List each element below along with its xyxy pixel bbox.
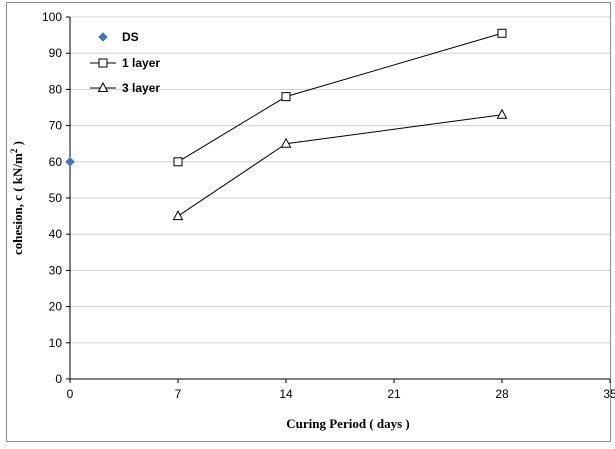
y-tick-label: 60 bbox=[49, 155, 63, 169]
data-point-1-layer bbox=[281, 92, 291, 102]
series-layer bbox=[65, 28, 508, 221]
legend-label: 1 layer bbox=[122, 56, 160, 70]
series-1-layer bbox=[173, 28, 507, 167]
x-tick-label: 7 bbox=[175, 387, 182, 401]
y-tick-label: 70 bbox=[49, 119, 63, 133]
x-tick-labels: 0 7 14 21 28 35 bbox=[67, 387, 615, 401]
y-tick-label: 30 bbox=[49, 263, 63, 277]
y-tick-labels: 0 10 20 30 40 50 60 70 80 90 100 bbox=[42, 10, 62, 386]
legend-label: 3 layer bbox=[122, 81, 160, 95]
legend-marker bbox=[97, 81, 109, 92]
series-ds bbox=[65, 156, 75, 167]
x-tick-label: 21 bbox=[387, 387, 401, 401]
data-point-1-layer bbox=[173, 157, 183, 167]
data-point-1-layer bbox=[497, 28, 507, 38]
legend-label: DS bbox=[122, 30, 139, 44]
y-tick-label: 100 bbox=[42, 10, 62, 24]
y-axis-title-main: cohesion, c ( kN/m bbox=[10, 153, 25, 255]
axes bbox=[66, 16, 611, 383]
y-tick-label: 0 bbox=[55, 372, 62, 386]
x-tick-label: 35 bbox=[603, 387, 615, 401]
legend-item-ds: DS bbox=[98, 30, 139, 44]
chart-frame bbox=[6, 2, 611, 442]
x-tick-label: 0 bbox=[67, 387, 74, 401]
legend-item-1-layer: 1 layer bbox=[90, 56, 160, 70]
legend-marker bbox=[98, 32, 108, 42]
y-tick-label: 10 bbox=[49, 336, 63, 350]
y-axis-title-end: ) bbox=[10, 141, 25, 149]
x-axis-title: Curing Period ( days ) bbox=[286, 416, 410, 431]
y-tick-label: 90 bbox=[49, 46, 63, 60]
series-line-1-layer bbox=[177, 32, 503, 163]
y-tick-label: 50 bbox=[49, 191, 63, 205]
legend-item-3-layer: 3 layer bbox=[90, 81, 160, 95]
legend: DS 1 layer 3 layer bbox=[90, 30, 160, 95]
legend-marker bbox=[98, 58, 108, 68]
gridlines bbox=[70, 16, 610, 344]
x-tick-label: 14 bbox=[279, 387, 293, 401]
y-tick-label: 80 bbox=[49, 82, 63, 96]
y-tick-label: 40 bbox=[49, 227, 63, 241]
data-point-3-layer bbox=[280, 137, 292, 148]
series-3-layer bbox=[172, 108, 508, 221]
data-point-ds bbox=[65, 156, 75, 167]
y-axis-title-superscript: 2 bbox=[9, 148, 19, 153]
x-tick-label: 28 bbox=[495, 387, 509, 401]
data-point-3-layer bbox=[496, 108, 508, 119]
y-tick-label: 20 bbox=[49, 300, 63, 314]
series-line-3-layer bbox=[177, 114, 503, 217]
data-point-3-layer bbox=[172, 210, 184, 221]
y-axis-title: cohesion, c ( kN/m2 ) bbox=[9, 141, 25, 255]
